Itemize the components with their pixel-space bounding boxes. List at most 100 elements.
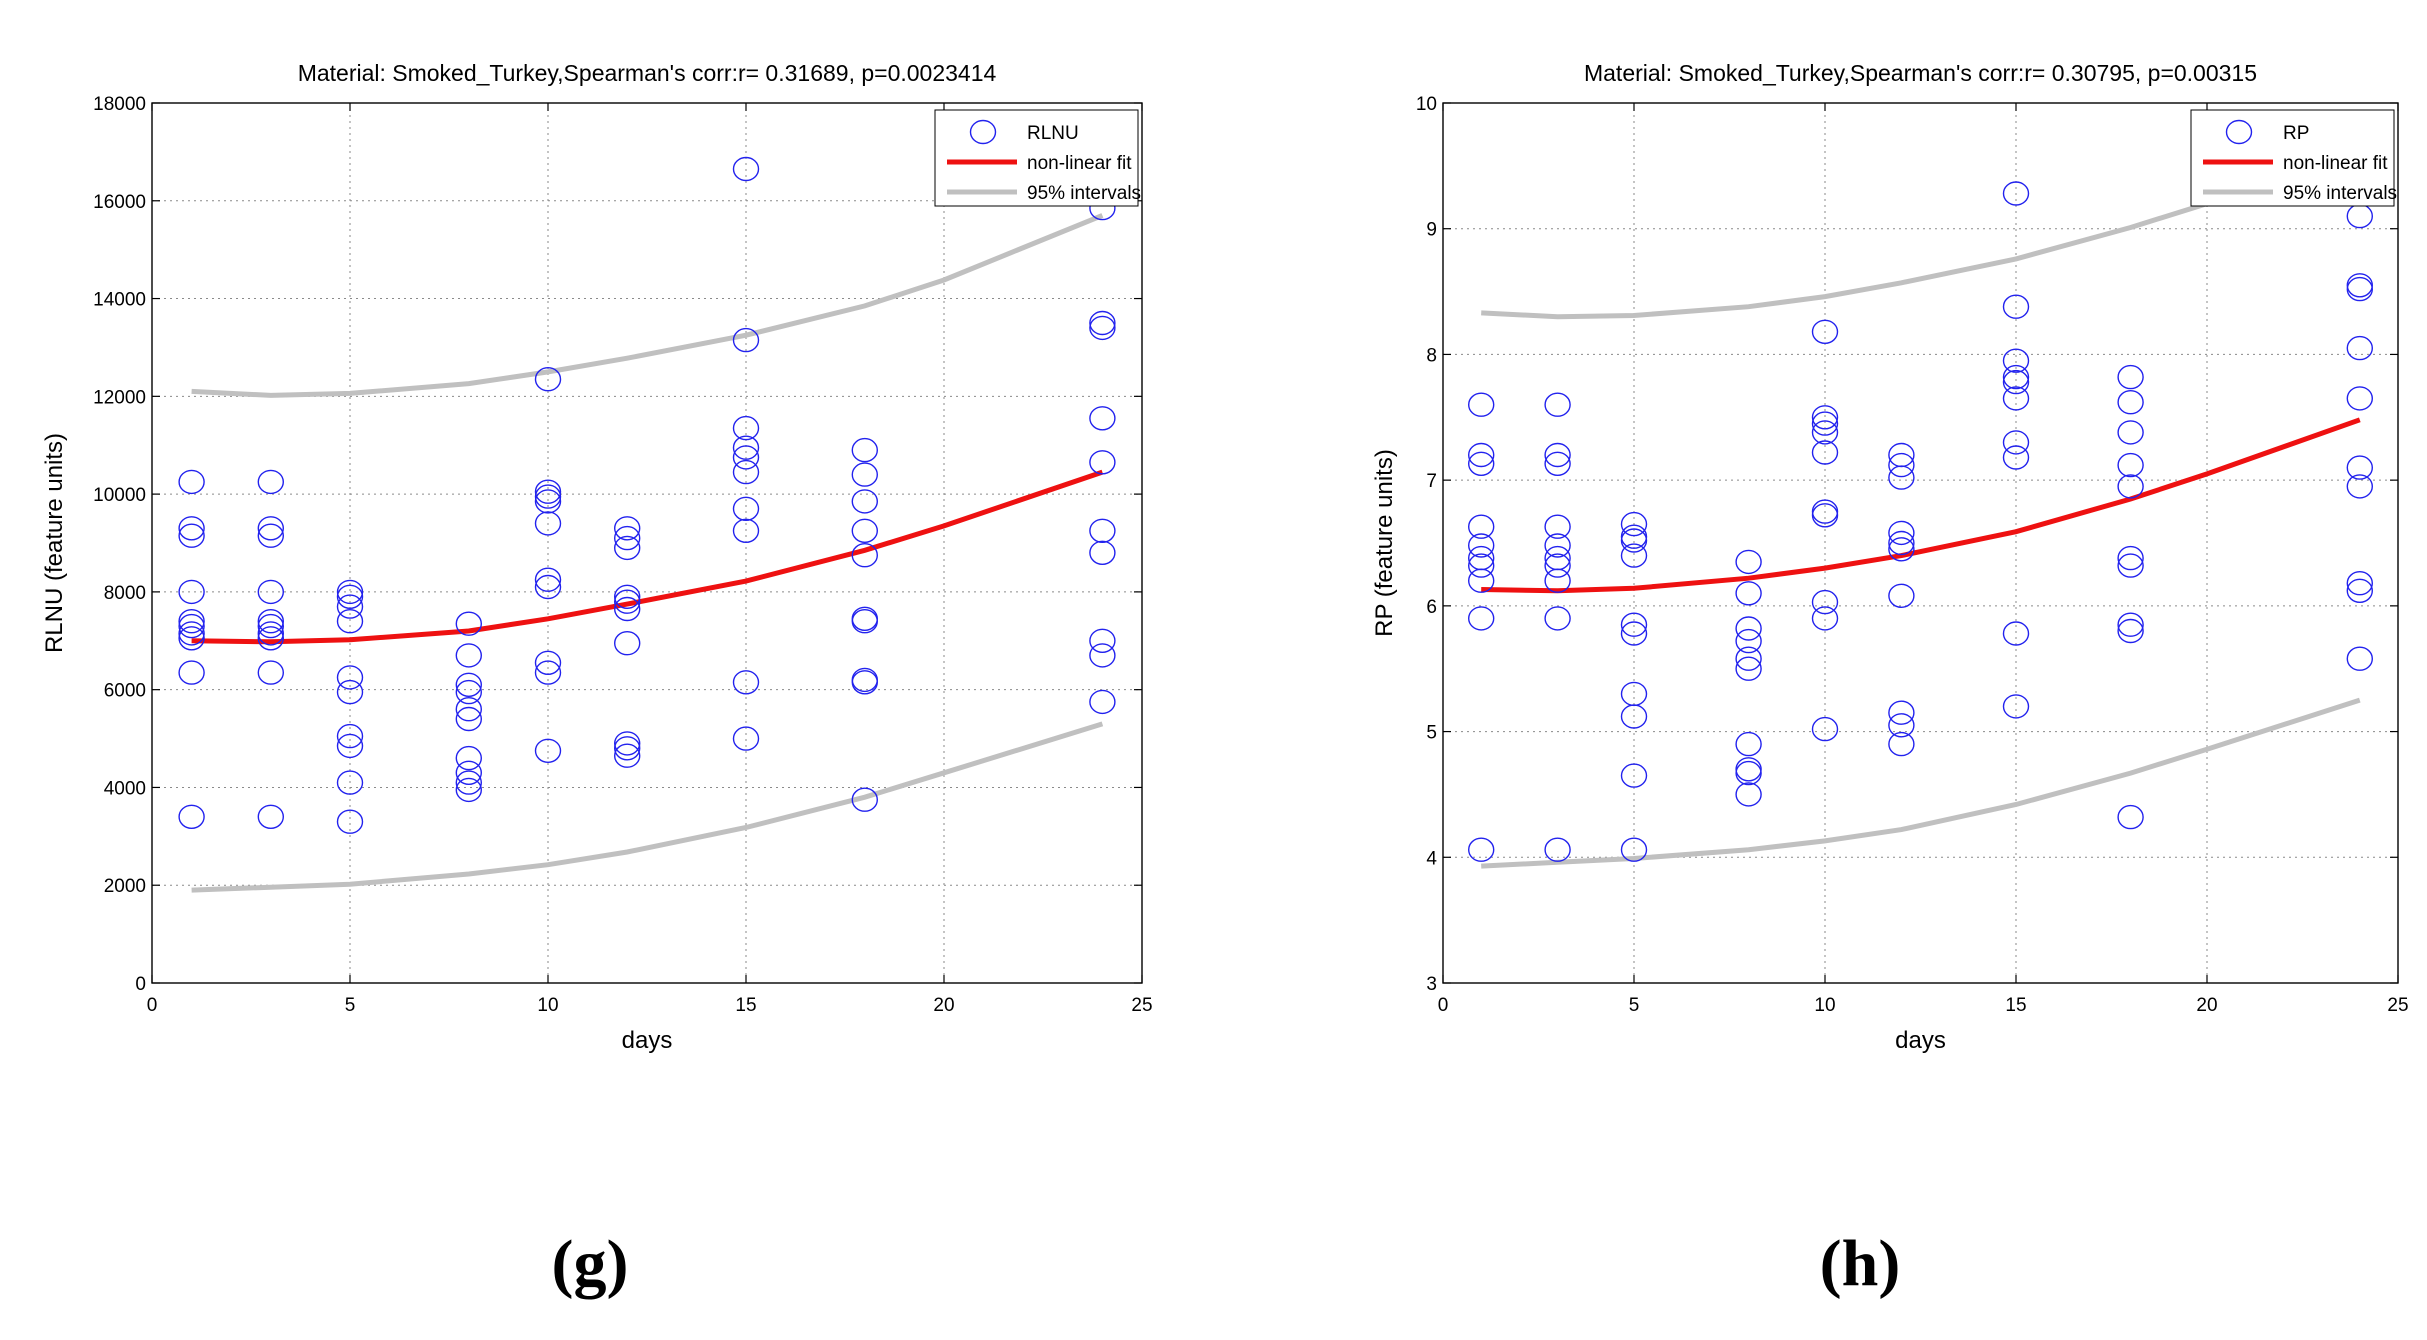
data-point [534, 489, 562, 514]
data-point [1620, 763, 1648, 788]
data-point [2002, 430, 2030, 455]
y-tick-label: 14000 [93, 290, 146, 311]
data-point [1620, 612, 1648, 637]
data-point [1620, 528, 1648, 553]
data-point [1811, 405, 1839, 430]
data-point [2346, 474, 2374, 499]
data-point [2002, 294, 2030, 319]
data-point [2346, 335, 2374, 361]
data-point [257, 804, 284, 829]
chart-panel-g: 0 5 10 15 20 25 0 2000 4000 6000 8000 10000 12000 140… [41, 60, 1153, 1054]
data-point [257, 523, 284, 548]
data-point [257, 626, 284, 651]
data-point [257, 660, 284, 685]
data-point [1467, 514, 1495, 539]
data-point [534, 738, 562, 763]
y-tick-label: 6 [1426, 597, 1437, 618]
data-point [851, 543, 878, 568]
x-tick-label: 20 [933, 995, 954, 1016]
data-point [2002, 348, 2030, 373]
legend-box [2190, 109, 2395, 207]
y-tick-label: 5 [1426, 723, 1437, 744]
data-point [1620, 621, 1648, 646]
data-point [534, 650, 562, 675]
data-point [1888, 520, 1915, 546]
data-point [732, 435, 760, 460]
data-point [2346, 203, 2374, 229]
data-point [2002, 445, 2030, 470]
data-point [614, 736, 641, 761]
legend-label: non-linear fit [2283, 153, 2388, 174]
y-tick-label: 10 [1416, 94, 1437, 115]
data-point [257, 621, 284, 646]
data-point [2346, 455, 2374, 480]
data-point [1620, 704, 1648, 729]
data-point [455, 760, 482, 785]
data-point [1811, 606, 1839, 631]
data-point [1735, 616, 1762, 641]
data-point [178, 626, 205, 651]
data-point [1888, 700, 1915, 725]
data-point [178, 523, 205, 548]
data-point [1089, 540, 1116, 565]
data-point [534, 511, 562, 536]
data-point [336, 809, 364, 834]
data-point [614, 589, 641, 614]
x-tick-label: 15 [735, 995, 756, 1016]
data-point [534, 484, 562, 509]
data-point [1089, 315, 1116, 341]
data-point [336, 609, 364, 634]
data-point [1089, 406, 1116, 431]
data-point [732, 459, 760, 485]
data-point [1089, 450, 1116, 475]
data-point [851, 518, 878, 543]
upper-95-interval-line [191, 213, 1104, 398]
data-point [1735, 628, 1762, 654]
non-linear-fit-line [1481, 417, 2361, 594]
data-point [455, 770, 482, 795]
data-point [1811, 420, 1839, 445]
data-point [1089, 518, 1116, 543]
data-point [455, 672, 482, 697]
data-point [1467, 553, 1495, 578]
lower-95-interval-line [1481, 697, 2361, 869]
data-point [1544, 442, 1571, 468]
y-tick-label: 4000 [104, 778, 146, 799]
data-point [2346, 571, 2374, 596]
data-point [1467, 392, 1495, 417]
plot-area-frame [151, 102, 1143, 984]
data-point [336, 584, 364, 609]
data-point [178, 621, 205, 646]
data-point [1544, 392, 1571, 417]
data-point [257, 609, 284, 634]
data-point [178, 804, 205, 829]
y-tick-label: 7 [1426, 471, 1437, 492]
data-point [614, 525, 641, 551]
data-point [2117, 390, 2144, 415]
data-point [1735, 549, 1762, 575]
data-point [534, 479, 562, 504]
data-point [732, 327, 760, 353]
data-point [1089, 310, 1116, 336]
data-point [534, 567, 562, 592]
data-point [257, 579, 284, 605]
data-point [1544, 606, 1571, 631]
data-point [178, 469, 205, 495]
x-tick-label: 0 [1438, 995, 1449, 1016]
data-point [1620, 511, 1648, 537]
data-point [1620, 837, 1648, 862]
data-point [732, 415, 760, 441]
y-axis-label: RP (feature units) [1371, 449, 1398, 637]
legend-label: RLNU [1027, 123, 1079, 144]
plot-area-frame [1442, 102, 2399, 984]
data-point [336, 723, 364, 749]
data-point [614, 535, 641, 561]
data-point [1811, 411, 1839, 436]
data-point [178, 579, 205, 605]
data-point [534, 660, 562, 685]
data-point [1888, 537, 1915, 562]
data-point [1811, 440, 1839, 465]
y-tick-label: 2000 [104, 876, 146, 897]
y-tick-label: 0 [135, 974, 146, 995]
data-point [1467, 451, 1495, 476]
